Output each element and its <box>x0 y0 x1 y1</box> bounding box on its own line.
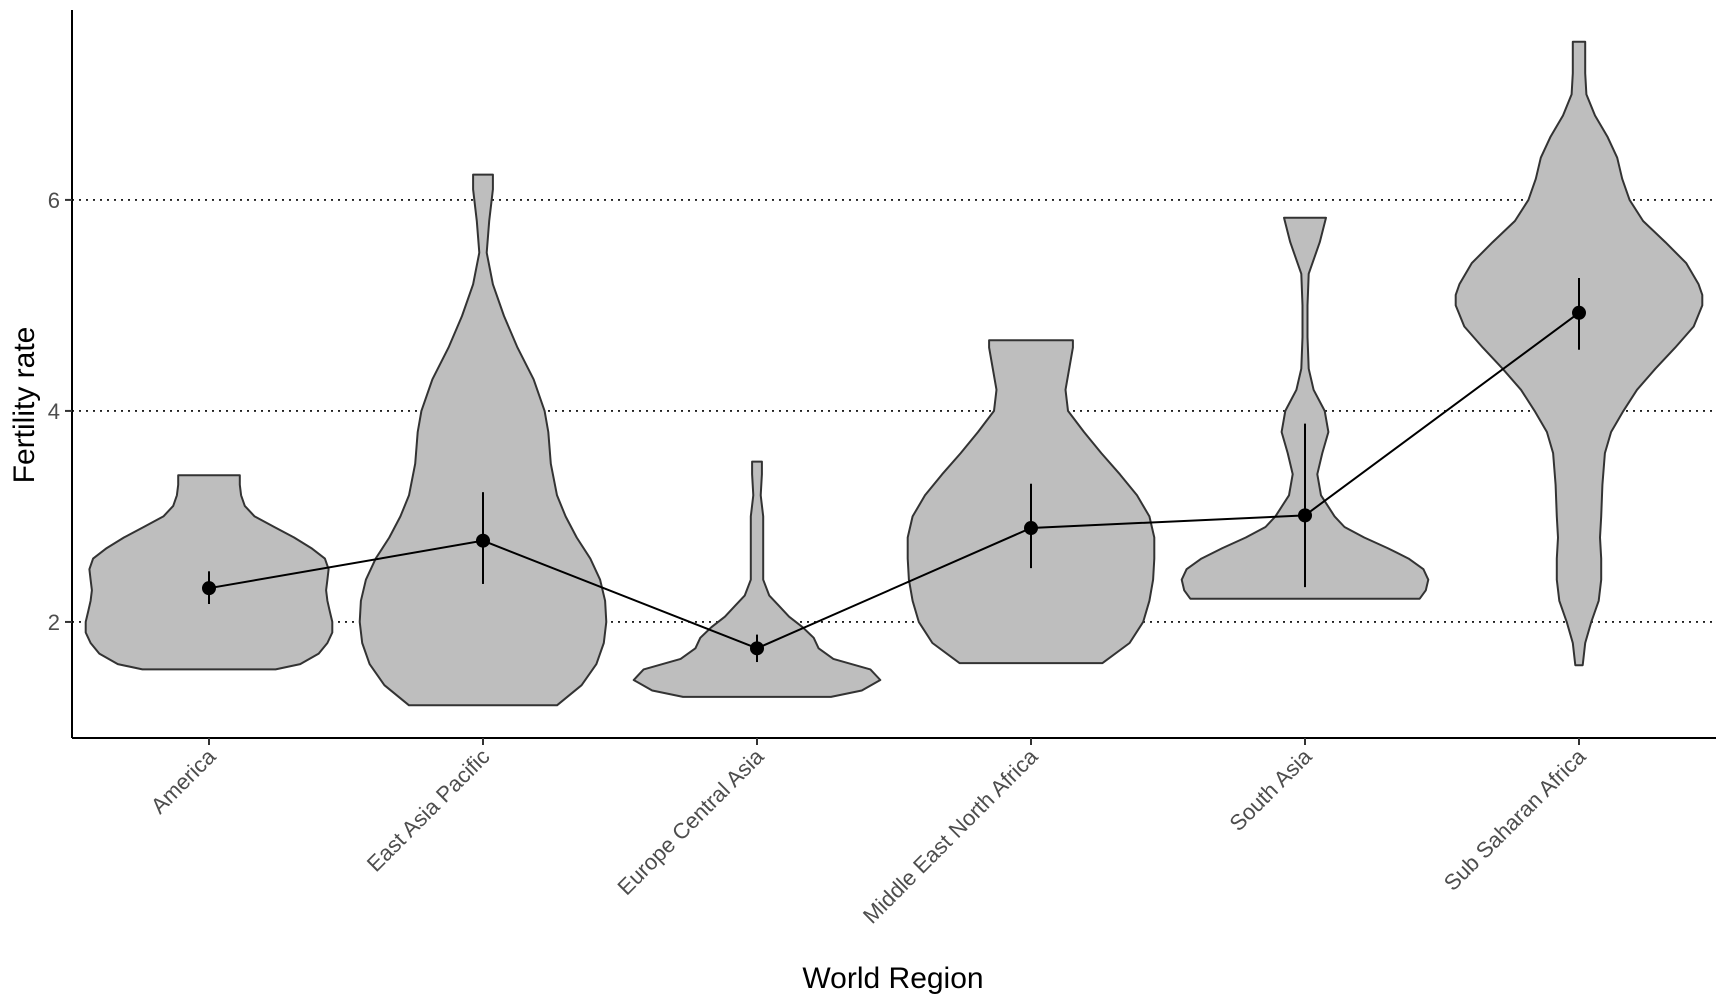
y-axis-title: Fertility rate <box>8 327 41 484</box>
axes: 2 4 6 America East Asia Pacific Europe Centra… <box>48 10 1716 928</box>
mean-point-0 <box>202 581 216 596</box>
y-tick-label-6: 6 <box>48 188 60 213</box>
violin-5 <box>1454 40 1704 667</box>
violin-2 <box>632 460 882 698</box>
x-tick-label-0: America <box>146 743 221 818</box>
violin-1 <box>358 173 608 707</box>
x-tick-label-5: Sub Saharan Africa <box>1439 743 1591 895</box>
mean-point-1 <box>476 533 490 548</box>
violins <box>84 40 1704 707</box>
mean-line <box>208 311 1580 650</box>
x-tick-label-3: Middle East North Africa <box>858 743 1043 928</box>
mean-point-2 <box>750 641 764 656</box>
x-tick-label-1: East Asia Pacific <box>362 744 495 877</box>
mean-line-path <box>208 311 1580 650</box>
y-tick-label-4: 4 <box>48 399 60 424</box>
y-tick-label-2: 2 <box>48 610 60 635</box>
mean-point-4 <box>1298 508 1312 523</box>
gridlines <box>72 199 1716 623</box>
x-tick-label-4: South Asia <box>1224 743 1317 836</box>
violin-4 <box>1180 216 1430 600</box>
x-axis-title: World Region <box>802 962 983 995</box>
x-tick-label-2: Europe Central Asia <box>612 743 769 900</box>
mean-point-5 <box>1572 305 1586 320</box>
mean-point-3 <box>1024 521 1038 536</box>
mean-points <box>202 305 1586 656</box>
